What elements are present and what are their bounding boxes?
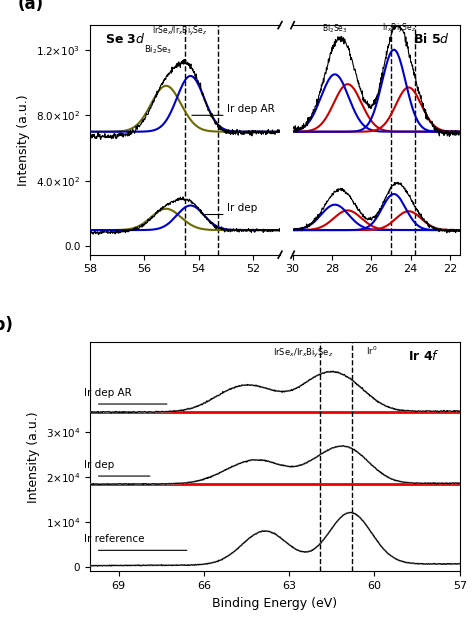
Text: Bi 5$\it{d}$: Bi 5$\it{d}$ (413, 32, 450, 46)
Y-axis label: Intensity (a.u.): Intensity (a.u.) (18, 94, 30, 186)
Text: Ir 4$\it{f}$: Ir 4$\it{f}$ (408, 349, 440, 363)
Text: Ir$^0$: Ir$^0$ (366, 345, 377, 357)
Text: Bi$_2$Se$_3$: Bi$_2$Se$_3$ (322, 23, 348, 35)
Text: IrSe$_x$/Ir$_x$Bi$_y$Se$_z$: IrSe$_x$/Ir$_x$Bi$_y$Se$_z$ (152, 25, 207, 38)
Text: Ir$_x$Bi$_y$Se$_z$: Ir$_x$Bi$_y$Se$_z$ (382, 22, 416, 35)
X-axis label: Binding Energy (eV): Binding Energy (eV) (212, 597, 337, 610)
Text: IrSe$_x$/Ir$_x$Bi$_y$Se$_z$: IrSe$_x$/Ir$_x$Bi$_y$Se$_z$ (273, 347, 334, 360)
Text: Ir dep AR: Ir dep AR (227, 104, 275, 114)
Text: Ir dep AR: Ir dep AR (84, 388, 132, 398)
Text: Ir dep: Ir dep (227, 203, 257, 214)
Text: (b): (b) (0, 317, 13, 335)
Text: Ir dep: Ir dep (84, 460, 115, 470)
Y-axis label: Intensity (a.u.): Intensity (a.u.) (27, 411, 40, 502)
Text: Bi$_2$Se$_3$: Bi$_2$Se$_3$ (144, 44, 172, 57)
Text: Se 3$\it{d}$: Se 3$\it{d}$ (105, 32, 146, 46)
Text: Ir reference: Ir reference (84, 534, 145, 544)
Text: (a): (a) (18, 0, 44, 13)
